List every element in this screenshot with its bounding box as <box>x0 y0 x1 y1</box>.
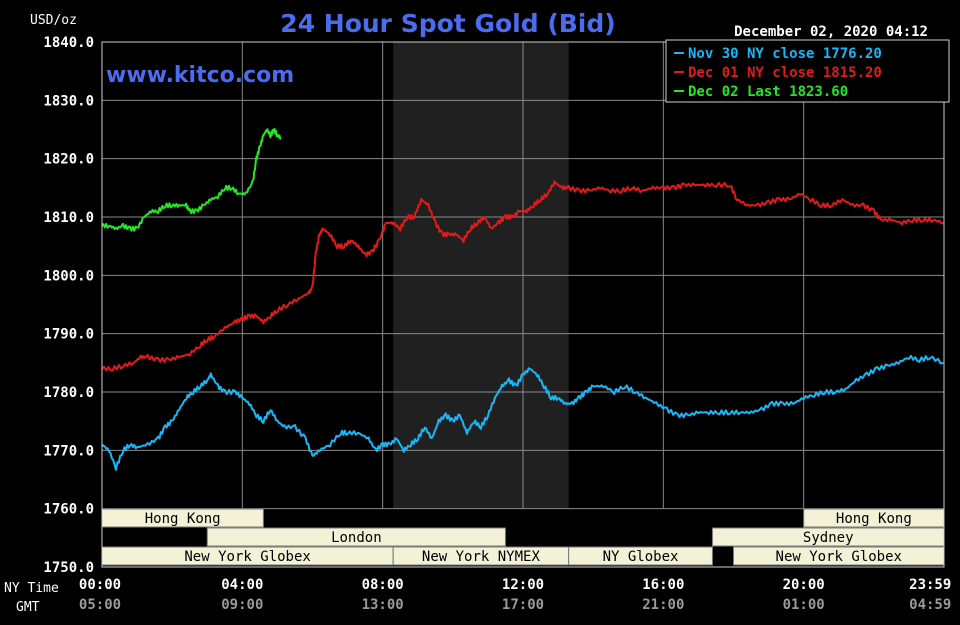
y-tick-label: 1790.0 <box>43 327 94 343</box>
y-tick-label: 1750.0 <box>43 560 94 576</box>
y-tick-label: 1780.0 <box>43 385 94 401</box>
session-label: Hong Kong <box>145 511 221 527</box>
series-line <box>101 127 282 232</box>
x-tick-ny: 04:00 <box>221 577 263 593</box>
x-axis-ticks: 00:00 05:00 04:00 09:00 08:00 13:00 12:00 17:00… <box>79 577 951 613</box>
session-label: London <box>331 530 382 546</box>
legend: Nov 30 NY close 1776.20 Dec 01 NY close 1… <box>665 39 950 103</box>
session-label: Sydney <box>803 530 854 546</box>
y-tick-label: 1810.0 <box>43 210 94 226</box>
session-label: New York Globex <box>776 549 902 565</box>
website-label: www.kitco.com <box>106 63 294 88</box>
x-tick-gmt: 21:00 <box>642 597 684 613</box>
gmt-row-label: GMT <box>16 600 40 615</box>
session-label: New York NYMEX <box>422 549 541 565</box>
series-line <box>101 354 944 471</box>
series-lines <box>101 127 944 471</box>
legend-entry: Dec 02 Last 1823.60 <box>688 84 848 100</box>
plot-frame <box>101 41 945 568</box>
x-tick-gmt: 01:00 <box>783 597 825 613</box>
y-tick-label: 1800.0 <box>43 268 94 284</box>
timestamp-label: December 02, 2020 04:12 <box>734 24 928 40</box>
x-tick-gmt: 05:00 <box>79 597 121 613</box>
x-tick-ny: 20:00 <box>783 577 825 593</box>
y-tick-label: 1830.0 <box>43 93 94 109</box>
ny-time-row-label: NY Time <box>4 581 59 596</box>
x-tick-ny: 12:00 <box>502 577 544 593</box>
session-segment <box>206 527 506 547</box>
series-line <box>101 180 944 372</box>
x-tick-ny: 16:00 <box>642 577 684 593</box>
y-tick-label: 1760.0 <box>43 502 94 518</box>
x-tick-gmt: 09:00 <box>221 597 263 613</box>
session-rows: Hong Kong Hong Kong London Sydney New York G… <box>101 508 945 566</box>
legend-entry: Nov 30 NY close 1776.20 <box>688 46 882 62</box>
session-label: NY Globex <box>603 549 679 565</box>
y-tick-label: 1820.0 <box>43 152 94 168</box>
y-axis-ticks: 1840.0 1830.0 1820.0 1810.0 1800.0 1790.0 1780… <box>43 35 94 576</box>
y-tick-label: 1770.0 <box>43 443 94 459</box>
legend-box <box>665 39 950 103</box>
x-tick-ny: 08:00 <box>362 577 404 593</box>
x-tick-ny: 23:59 <box>909 577 951 593</box>
chart-title: 24 Hour Spot Gold (Bid) <box>280 9 615 38</box>
session-segment <box>568 546 713 566</box>
y-unit-label: USD/oz <box>30 13 77 28</box>
x-tick-ny: 00:00 <box>79 577 121 593</box>
x-tick-gmt: 04:59 <box>909 597 951 613</box>
session-label: New York Globex <box>184 549 310 565</box>
x-tick-gmt: 13:00 <box>362 597 404 613</box>
legend-entry: Dec 01 NY close 1815.20 <box>688 65 882 81</box>
x-tick-gmt: 17:00 <box>502 597 544 613</box>
y-tick-label: 1840.0 <box>43 35 94 51</box>
session-label: Hong Kong <box>836 511 912 527</box>
